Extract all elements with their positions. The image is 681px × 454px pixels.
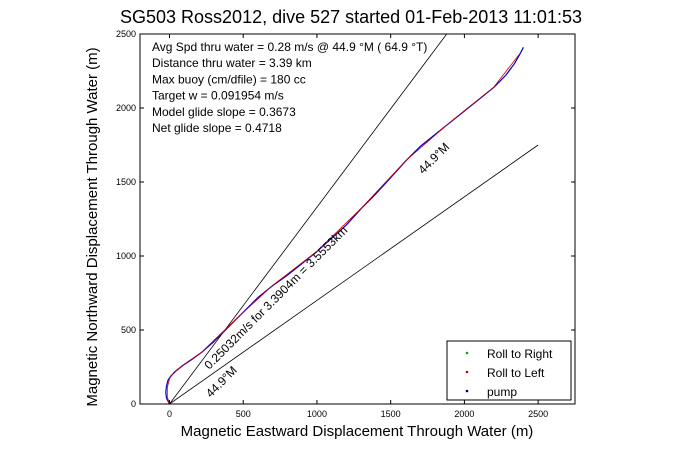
legend-label: Roll to Right — [487, 347, 553, 361]
info-line: Net glide slope = 0.4718 — [152, 121, 282, 135]
x-tick-label: 2500 — [528, 409, 548, 419]
info-line: Max buoy (cm/dfile) = 180 cc — [152, 72, 306, 86]
y-tick-label: 1500 — [116, 177, 136, 187]
y-tick-label: 500 — [121, 325, 136, 335]
reference-line — [169, 34, 448, 404]
legend-marker — [465, 351, 469, 355]
x-tick-label: 1500 — [381, 409, 401, 419]
info-line: Model glide slope = 0.3673 — [152, 105, 296, 119]
info-line: Target w = 0.091954 m/s — [152, 89, 284, 103]
legend-label: Roll to Left — [487, 366, 545, 380]
legend-label: pump — [487, 385, 517, 399]
legend-marker — [465, 389, 469, 393]
reference-line — [169, 144, 539, 404]
y-axis-label: Magnetic Northward Displacement Through … — [84, 47, 101, 406]
y-tick-label: 0 — [131, 399, 136, 409]
chart-title: SG503 Ross2012, dive 527 started 01-Feb-… — [120, 7, 582, 27]
y-tick-label: 1000 — [116, 251, 136, 261]
series-line — [166, 52, 521, 404]
legend-marker — [465, 370, 469, 374]
legend: Roll to Right Roll to Left pump — [446, 340, 572, 401]
x-tick-label: 2000 — [454, 409, 474, 419]
reference-lines — [169, 34, 539, 404]
plot-area-border — [139, 33, 576, 405]
track-series — [165, 47, 524, 404]
x-tick-label: 1000 — [307, 409, 327, 419]
axis-ticks: 0 500 1000 1500 2000 2500 0 500 1000 1500 2000 2500 — [116, 29, 575, 419]
x-tick-label: 0 — [167, 409, 172, 419]
info-line: Avg Spd thru water = 0.28 m/s @ 44.9 °M … — [152, 40, 427, 54]
x-tick-label: 500 — [236, 409, 251, 419]
dive-info-text: Avg Spd thru water = 0.28 m/s @ 44.9 °M … — [152, 40, 427, 135]
info-line: Distance thru water = 3.39 km — [152, 56, 312, 70]
y-tick-label: 2000 — [116, 103, 136, 113]
y-tick-label: 2500 — [116, 29, 136, 39]
x-axis-label: Magnetic Eastward Displacement Through W… — [181, 423, 534, 440]
